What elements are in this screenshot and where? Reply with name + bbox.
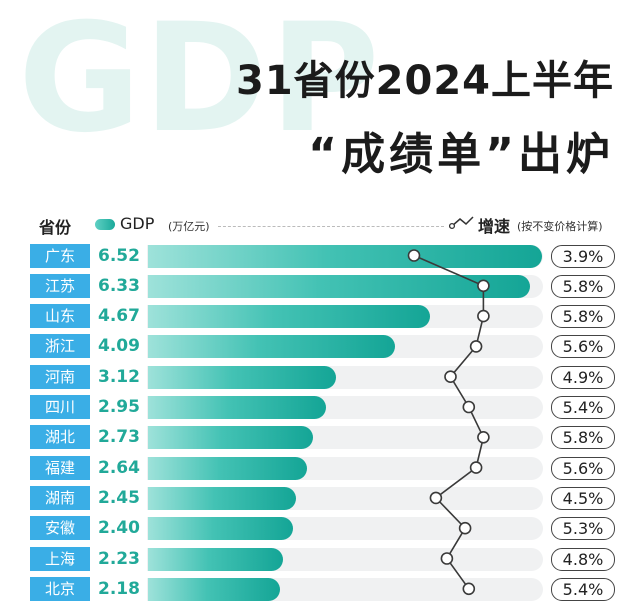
growth-line-icon [449, 216, 474, 230]
growth-point [440, 552, 454, 565]
gdp-bar [148, 456, 307, 480]
gdp-bar [148, 547, 283, 571]
province-label: 上海 [30, 547, 90, 571]
growth-value-label: 5.4% [551, 395, 615, 419]
gdp-value-label: 6.52 [98, 246, 140, 266]
page-title-line1: 31省份2024上半年 [236, 58, 614, 104]
gdp-bar [148, 577, 280, 601]
province-label: 江苏 [30, 274, 90, 298]
growth-value-label: 5.6% [551, 334, 615, 358]
gdp-value-label: 4.67 [98, 306, 140, 326]
growth-value-label: 4.8% [551, 547, 615, 571]
gdp-bar [148, 365, 336, 389]
growth-point [462, 582, 476, 596]
gdp-value-label: 6.33 [98, 276, 140, 296]
gdp-value-label: 2.95 [98, 397, 140, 417]
growth-line [413, 254, 485, 590]
gdp-value-label: 2.23 [98, 549, 140, 569]
growth-value-label: 5.8% [551, 304, 615, 328]
growth-value-label: 5.4% [551, 577, 615, 601]
growth-value-label: 5.6% [551, 456, 615, 480]
gdp-bar [148, 244, 542, 268]
growth-point [469, 461, 483, 474]
gdp-value-label: 2.40 [98, 518, 140, 538]
growth-point [469, 340, 483, 353]
growth-value-label: 3.9% [551, 244, 615, 268]
growth-value-label: 5.8% [551, 274, 615, 298]
gdp-bar [148, 486, 296, 510]
gdp-value-label: 2.45 [98, 488, 140, 508]
growth-value-label: 4.5% [551, 486, 615, 510]
gdp-watermark: GDP [18, 0, 382, 166]
growth-point [477, 430, 490, 444]
province-label: 湖南 [30, 486, 90, 510]
growth-value-label: 5.8% [551, 425, 615, 449]
header-divider [218, 226, 444, 227]
province-label: 北京 [30, 577, 90, 601]
province-label: 湖北 [30, 425, 90, 449]
gdp-bar [148, 304, 430, 328]
gdp-value-label: 4.09 [98, 336, 140, 356]
gdp-bar [148, 334, 395, 358]
growth-value-label: 4.9% [551, 365, 615, 389]
province-label: 山东 [30, 304, 90, 328]
province-label: 广东 [30, 244, 90, 268]
growth-point [477, 309, 490, 323]
growth-note-label: (按不变价格计算) [517, 220, 603, 233]
province-label: 安徽 [30, 516, 90, 540]
gdp-value-label: 3.12 [98, 367, 140, 387]
gdp-bar [148, 395, 326, 419]
province-header: 省份 [39, 218, 72, 237]
province-label: 四川 [30, 395, 90, 419]
gdp-header: GDP [120, 214, 155, 233]
province-label: 河南 [30, 365, 90, 389]
growth-point [477, 279, 490, 293]
gdp-value-label: 2.73 [98, 427, 140, 447]
gdp-bar [148, 516, 293, 540]
growth-point [458, 521, 472, 535]
province-label: 浙江 [30, 334, 90, 358]
gdp-unit-label: (万亿元) [168, 220, 210, 233]
growth-point [444, 370, 457, 384]
gdp-legend-swatch [95, 219, 115, 230]
growth-point [429, 491, 443, 505]
gdp-bar [148, 425, 313, 449]
province-label: 福建 [30, 456, 90, 480]
gdp-bar [148, 274, 530, 298]
growth-point [462, 400, 476, 414]
growth-point [407, 249, 421, 262]
gdp-value-label: 2.64 [98, 458, 140, 478]
growth-header: 增速 [478, 217, 511, 236]
gdp-value-label: 2.18 [98, 579, 140, 599]
page-title-line2: “成绩单”出炉 [308, 129, 614, 180]
growth-value-label: 5.3% [551, 516, 615, 540]
